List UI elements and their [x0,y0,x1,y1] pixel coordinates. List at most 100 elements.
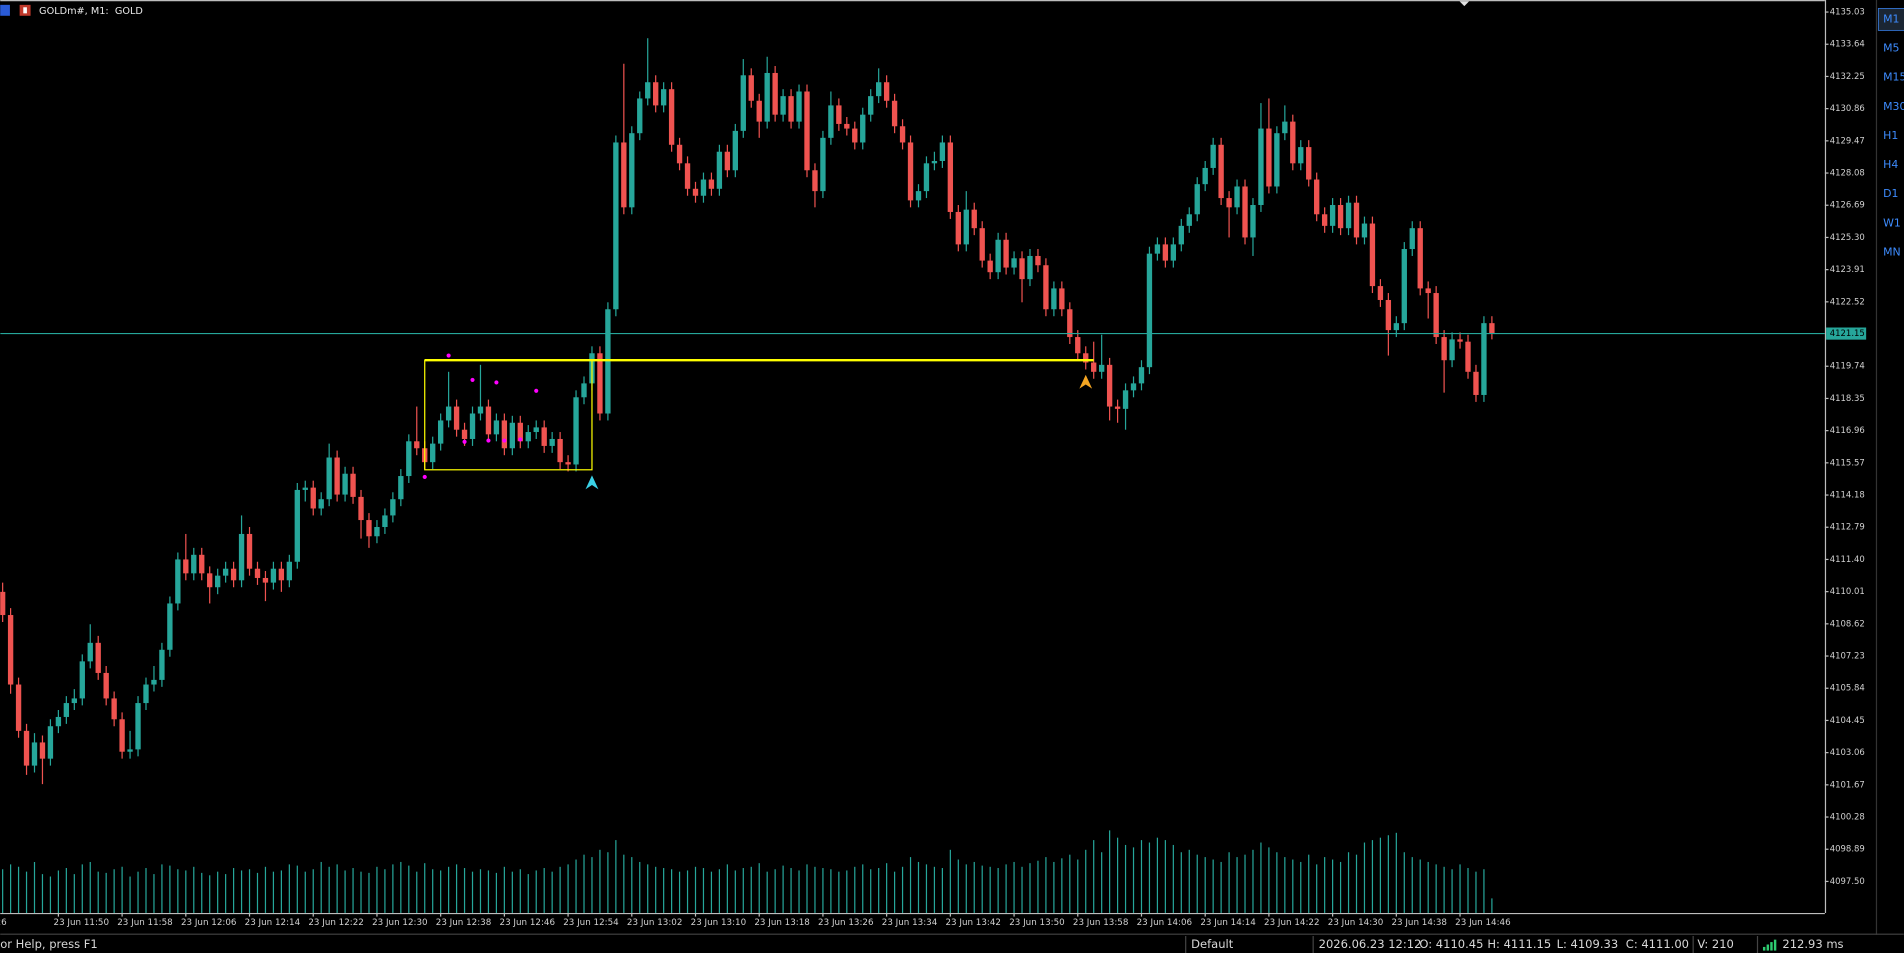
x-tick-label: 23 Jun 12:38 [436,918,492,928]
candle-body [812,170,818,192]
candle-body [374,527,380,537]
y-tick-label: 4110.01 [1830,587,1865,597]
candle-body [509,422,516,449]
y-tick-label: 4119.74 [1830,362,1865,372]
candle-body [891,100,898,127]
fractal-dot [486,438,491,443]
candle-body [294,489,300,562]
candle-body [597,353,603,414]
y-tick-label: 4100.28 [1830,813,1865,823]
candle-body [270,568,277,583]
timeframe-button[interactable]: W1 [1883,216,1901,229]
candle-body [1202,167,1208,185]
y-tick-label: 4132.25 [1830,72,1865,82]
signal-bar [1770,942,1773,951]
candle-body [1345,202,1352,229]
candle-body [692,188,699,196]
candle-body [1210,144,1216,168]
candle-body [31,742,38,766]
candle-body [103,672,109,699]
shift-marker[interactable] [1459,1,1470,7]
candle-body [477,406,484,414]
timeframe-button[interactable]: M15 [1883,71,1904,84]
candle-body [310,487,316,509]
candle-body [1083,353,1089,363]
candle-body [1449,339,1455,361]
x-tick-label: 23 Jun 13:02 [627,918,683,928]
candle-body [230,568,237,581]
x-tick-label: 23 Jun 12:22 [308,918,364,928]
candle-body [111,698,117,720]
candle-body [1409,228,1415,250]
candle-body [629,133,635,208]
candle-body [222,568,229,576]
timeframe-button[interactable]: MN [1883,246,1901,259]
timeframe-button[interactable]: H4 [1883,158,1898,171]
candle-body [238,533,245,581]
candle-body [350,473,356,497]
candle-body [1138,367,1145,384]
candle-body [637,98,643,134]
candle-body [772,72,778,115]
candle-body [1146,253,1153,368]
icon[interactable] [0,4,10,16]
x-tick-label: 23 Jun 13:18 [754,918,810,928]
status-profile: Default [1191,937,1234,951]
candle-body [836,105,842,124]
candle-body [430,443,436,463]
candle-body [1091,362,1097,372]
timeframe-button[interactable]: M1 [1883,12,1899,25]
candle-body [971,209,977,229]
timeframe-button[interactable]: H1 [1883,129,1898,142]
status-high: H: 4111.15 [1487,937,1551,951]
y-tick-label: 4118.35 [1830,394,1865,404]
candle-body [653,82,659,106]
candle-body [748,75,754,101]
candle-body [501,420,508,449]
y-tick-label: 4123.91 [1830,265,1865,275]
x-tick-label: 23 Jun 12:30 [372,918,428,928]
timeframe-button[interactable]: D1 [1883,187,1898,200]
candle-body [780,96,786,115]
x-tick-label: 23 Jun 13:58 [1073,918,1129,928]
timeframe-button[interactable]: M5 [1883,42,1899,55]
candle-body [493,420,500,435]
signal-icon [1762,939,1777,951]
candle-body [318,499,324,509]
candle-body [1266,128,1272,187]
candle-body [167,603,173,650]
signal-arrow [583,473,601,492]
y-tick-label: 4116.96 [1830,426,1865,436]
x-tick-label: 23 Jun 12:06 [181,918,236,928]
icon [23,7,27,14]
candle-body [342,473,348,495]
candle-body [525,432,531,442]
candle-body [1433,293,1439,338]
timeframe-button[interactable]: M30 [1883,100,1904,113]
candle-body [95,642,101,673]
candle-body [135,703,141,750]
y-tick-label: 4130.86 [1830,104,1865,114]
candle-body [1457,339,1463,342]
candle-body [1098,364,1105,372]
candle-body [159,649,165,680]
status-close: C: 4111.00 [1626,937,1689,951]
fractal-dot [494,380,499,385]
candle-body [326,457,332,500]
candle-body [844,123,850,129]
candle-body [286,561,293,581]
candle-body [660,89,667,106]
signal-bar [1773,939,1777,951]
candle-body [1035,255,1041,266]
y-tick-label: 4104.45 [1830,716,1865,726]
candle-body [1106,364,1113,407]
timeframe-active [1877,8,1904,31]
candle-body [613,142,619,310]
candle-body [1011,258,1017,268]
candle-body [676,144,683,164]
fractal-dot [502,438,507,443]
y-tick-label: 4107.23 [1830,652,1865,662]
y-tick-label: 4112.79 [1830,523,1865,533]
candle-body [1194,184,1200,215]
